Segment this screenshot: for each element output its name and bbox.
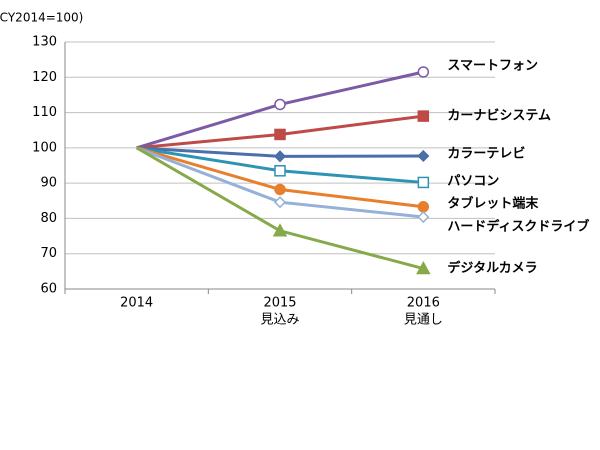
marker [417, 66, 430, 78]
y-tick-label: 80 [40, 211, 57, 226]
marker [273, 196, 287, 209]
y-tick-label: 110 [32, 105, 57, 120]
x-tick-label: 2016 [407, 296, 440, 311]
marker [417, 110, 430, 122]
y-tick-label: 60 [40, 282, 57, 297]
legend-label: パソコン [447, 174, 499, 189]
y-tick-label: 90 [40, 176, 57, 191]
marker [417, 210, 430, 224]
x-tick-label: 2014 [120, 296, 153, 311]
marker [274, 183, 286, 196]
y-axis-label: (CY2014=100) [0, 11, 83, 25]
legend-label: スマートフォン [447, 58, 538, 73]
marker [274, 165, 286, 177]
marker [274, 98, 286, 111]
y-tick-label: 100 [32, 140, 57, 155]
legend-label: カーナビシステム [447, 108, 551, 124]
x-tick-label: 2015 [263, 296, 296, 311]
marker [274, 128, 286, 141]
x-tick-sublabel: 見込み [260, 313, 299, 328]
legend-label: タブレット端末 [447, 195, 539, 211]
marker [417, 201, 430, 213]
marker [272, 223, 288, 237]
legend-label: デジタルカメラ [447, 260, 537, 276]
x-tick-sublabel: 見通し [404, 313, 443, 328]
y-tick-label: 120 [32, 70, 57, 85]
marker [273, 150, 287, 163]
legend-label: カラーテレビ [447, 145, 525, 161]
marker [416, 260, 431, 275]
marker [417, 149, 430, 163]
legend-label: ハードディスクドライブ [447, 219, 589, 235]
y-tick-label: 130 [32, 35, 57, 50]
marker [417, 176, 430, 189]
y-tick-label: 70 [40, 246, 57, 261]
